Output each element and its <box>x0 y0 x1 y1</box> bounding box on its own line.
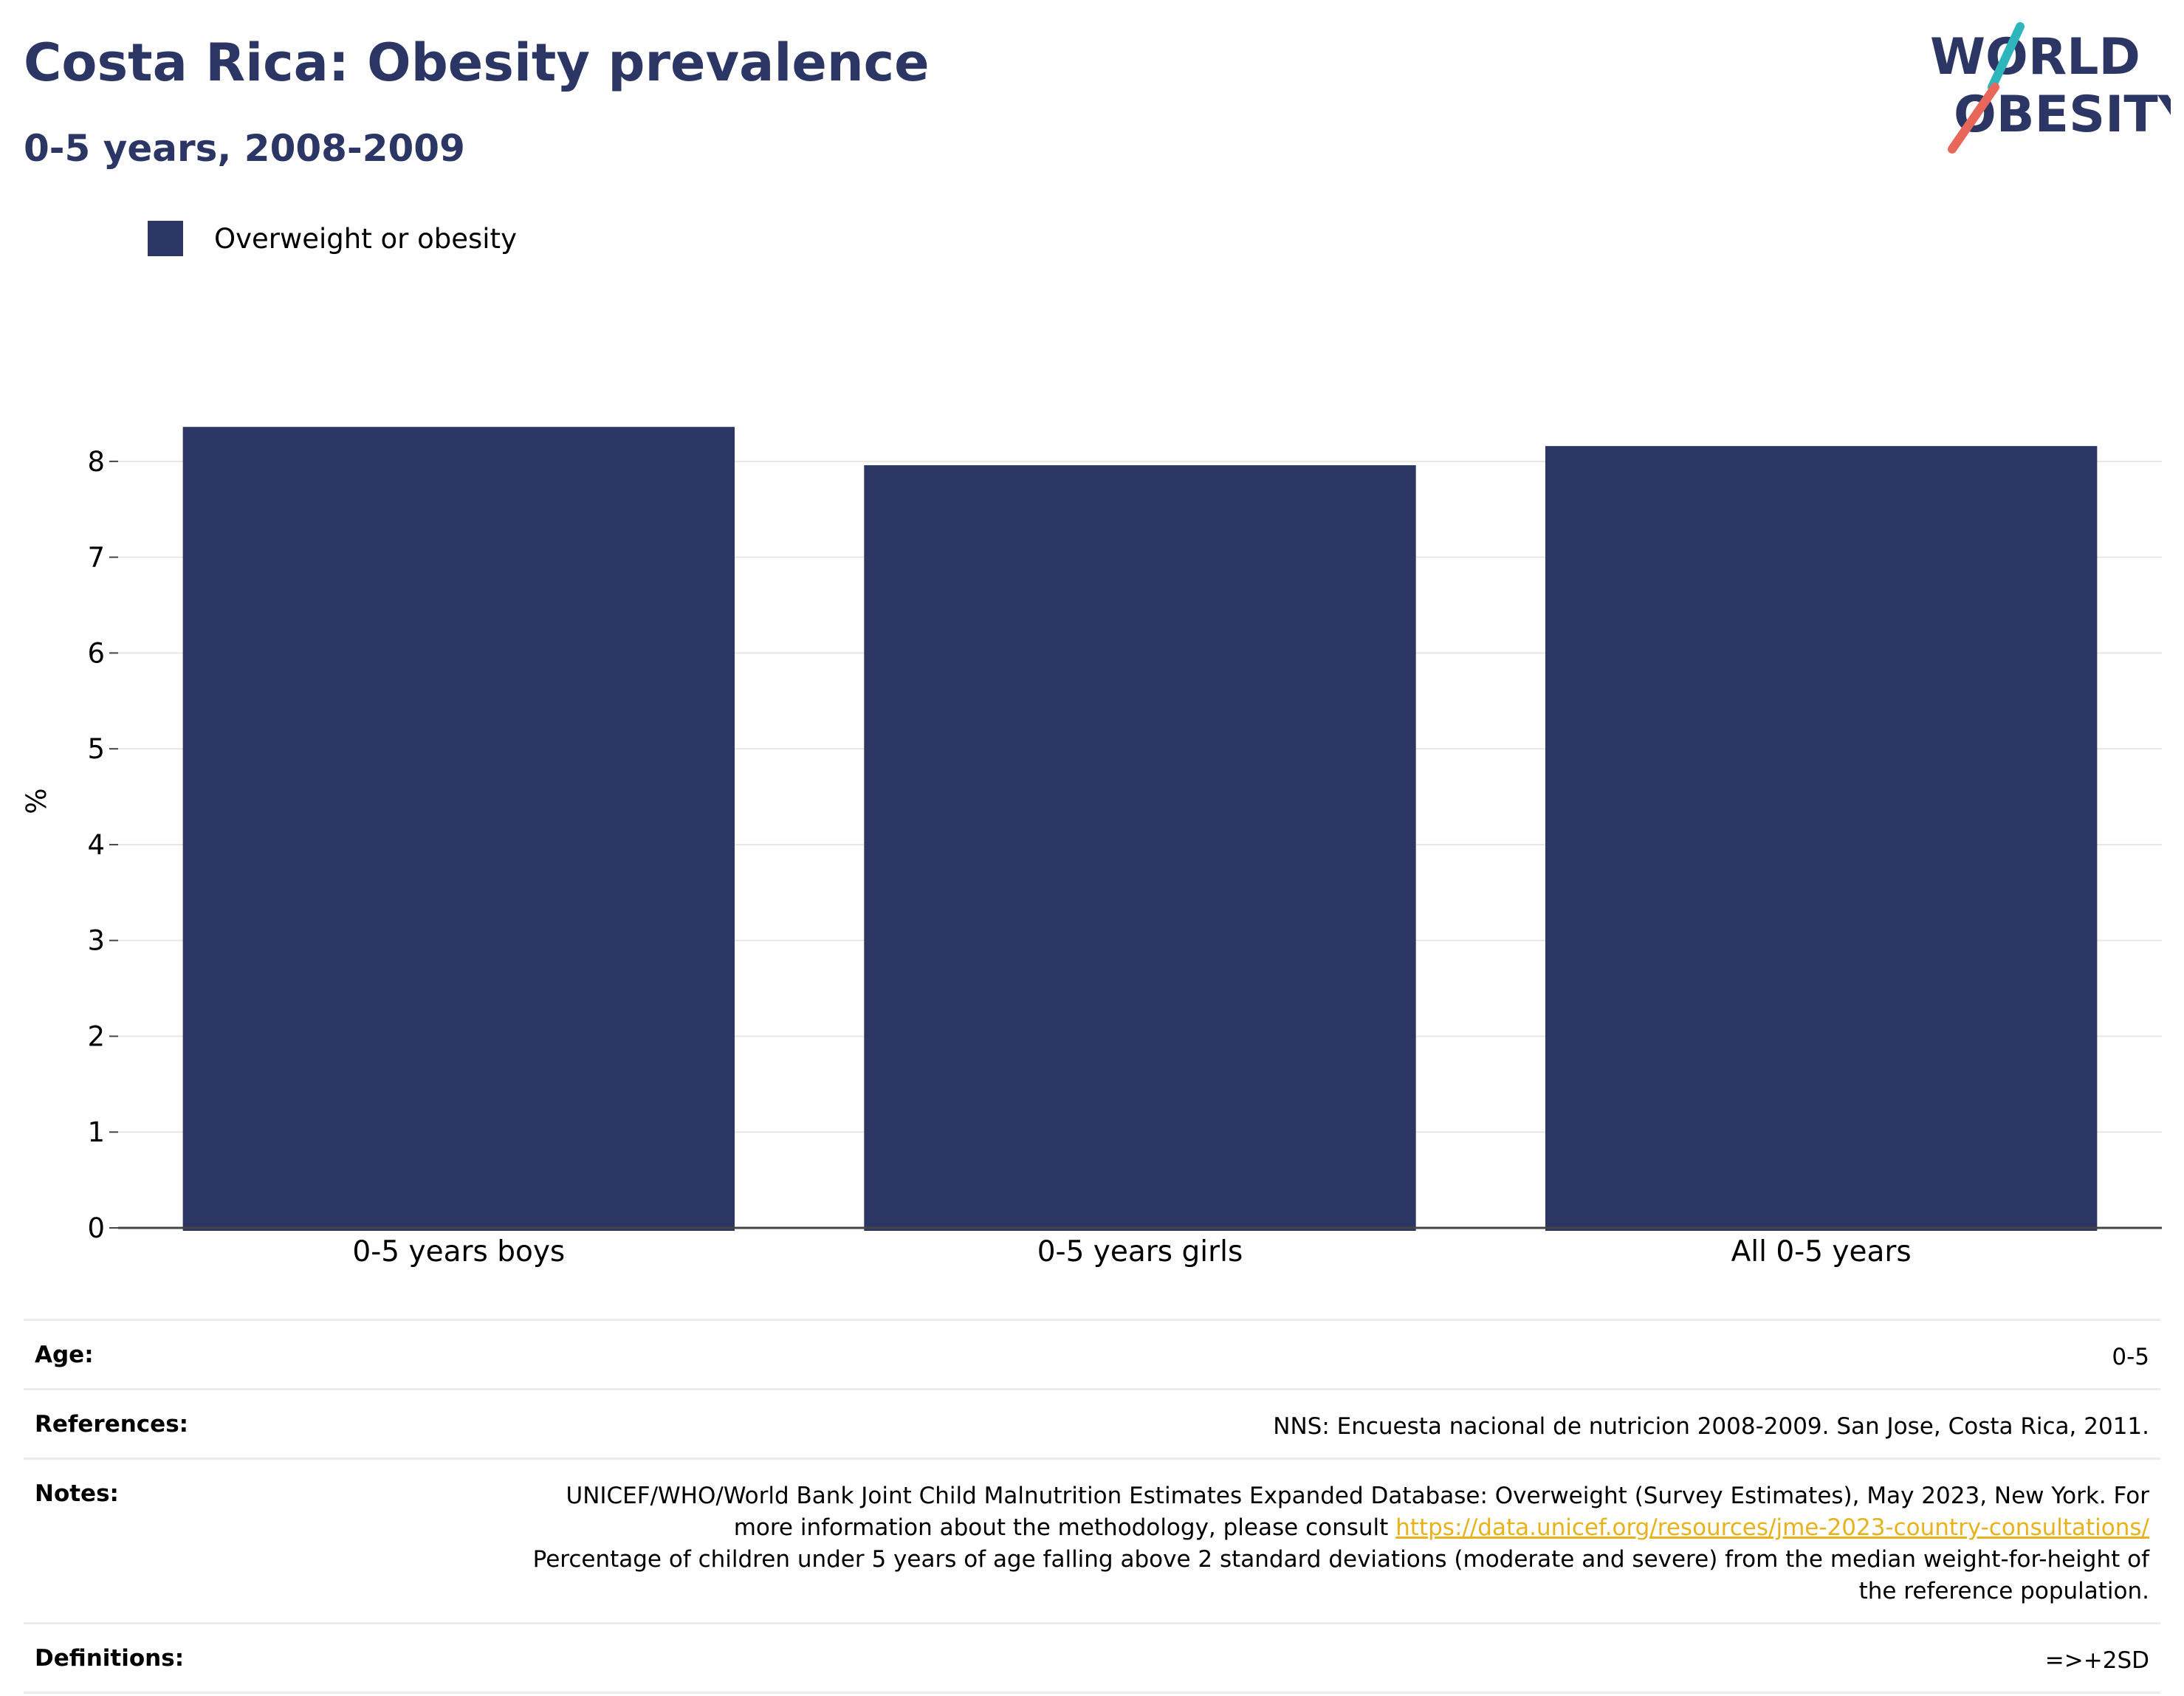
bar <box>864 465 1416 1231</box>
y-tick-label: 4 <box>87 829 105 861</box>
y-tick-label: 8 <box>87 446 105 478</box>
info-row-definitions: Definitions: =>+2SD <box>24 1622 2160 1694</box>
y-tick-label: 2 <box>87 1020 105 1052</box>
world-obesity-logo: WORLD OBESITY <box>1930 22 2171 154</box>
info-row-references: References: NNS: Encuesta nacional de nu… <box>24 1388 2160 1458</box>
x-tick-label: 0-5 years boys <box>352 1235 565 1268</box>
logo-slash-coral <box>1948 83 1999 154</box>
notes-link[interactable]: https://data.unicef.org/resources/jme-20… <box>1395 1514 2149 1541</box>
notes-definition: Percentage of children under 5 years of … <box>532 1546 2149 1604</box>
y-axis-label: % <box>21 788 52 814</box>
x-tick-labels: 0-5 years boys 0-5 years girls All 0-5 yea… <box>352 1235 1911 1268</box>
y-tick-labels: 0 1 2 3 4 5 6 7 8 <box>87 446 118 1244</box>
info-table: Age: 0-5 References: NNS: Encuesta nacio… <box>24 1319 2160 1694</box>
legend-label: Overweight or obesity <box>214 222 517 255</box>
y-tick-label: 5 <box>87 733 105 765</box>
chart-title: Costa Rica: Obesity prevalence <box>24 32 930 93</box>
bars <box>182 427 2098 1232</box>
y-tick-label: 0 <box>87 1212 105 1244</box>
info-row-age: Age: 0-5 <box>24 1319 2160 1388</box>
y-tick-label: 1 <box>87 1116 105 1148</box>
age-label: Age: <box>35 1342 94 1368</box>
notes-value: UNICEF/WHO/World Bank Joint Child Malnut… <box>525 1480 2149 1607</box>
references-value: NNS: Encuesta nacional de nutricion 2008… <box>1273 1413 2149 1440</box>
legend: Overweight or obesity <box>148 220 517 257</box>
y-tick-label: 6 <box>87 637 105 669</box>
notes-text: UNICEF/WHO/World Bank Joint Child Malnut… <box>566 1483 2150 1541</box>
bar <box>182 427 735 1232</box>
logo-line1: WORLD <box>1930 28 2140 86</box>
bar <box>1545 446 2098 1231</box>
y-tick-label: 7 <box>87 542 105 574</box>
info-row-notes: Notes: UNICEF/WHO/World Bank Joint Child… <box>24 1458 2160 1622</box>
definitions-label: Definitions: <box>35 1645 185 1672</box>
definitions-value: =>+2SD <box>2044 1647 2149 1674</box>
chart-subtitle: 0-5 years, 2008-2009 <box>24 127 465 170</box>
x-tick-label: All 0-5 years <box>1731 1235 1912 1268</box>
legend-swatch <box>148 221 183 256</box>
x-tick-label: 0-5 years girls <box>1037 1235 1243 1268</box>
age-value: 0-5 <box>2112 1344 2149 1370</box>
notes-label: Notes: <box>35 1480 119 1507</box>
bar-chart: 0 1 2 3 4 5 6 7 8 0-5 years boys 0-5 years girls A… <box>21 427 2162 1268</box>
references-label: References: <box>35 1411 189 1438</box>
logo-slash-teal <box>1988 22 2025 92</box>
y-tick-label: 3 <box>87 925 105 957</box>
